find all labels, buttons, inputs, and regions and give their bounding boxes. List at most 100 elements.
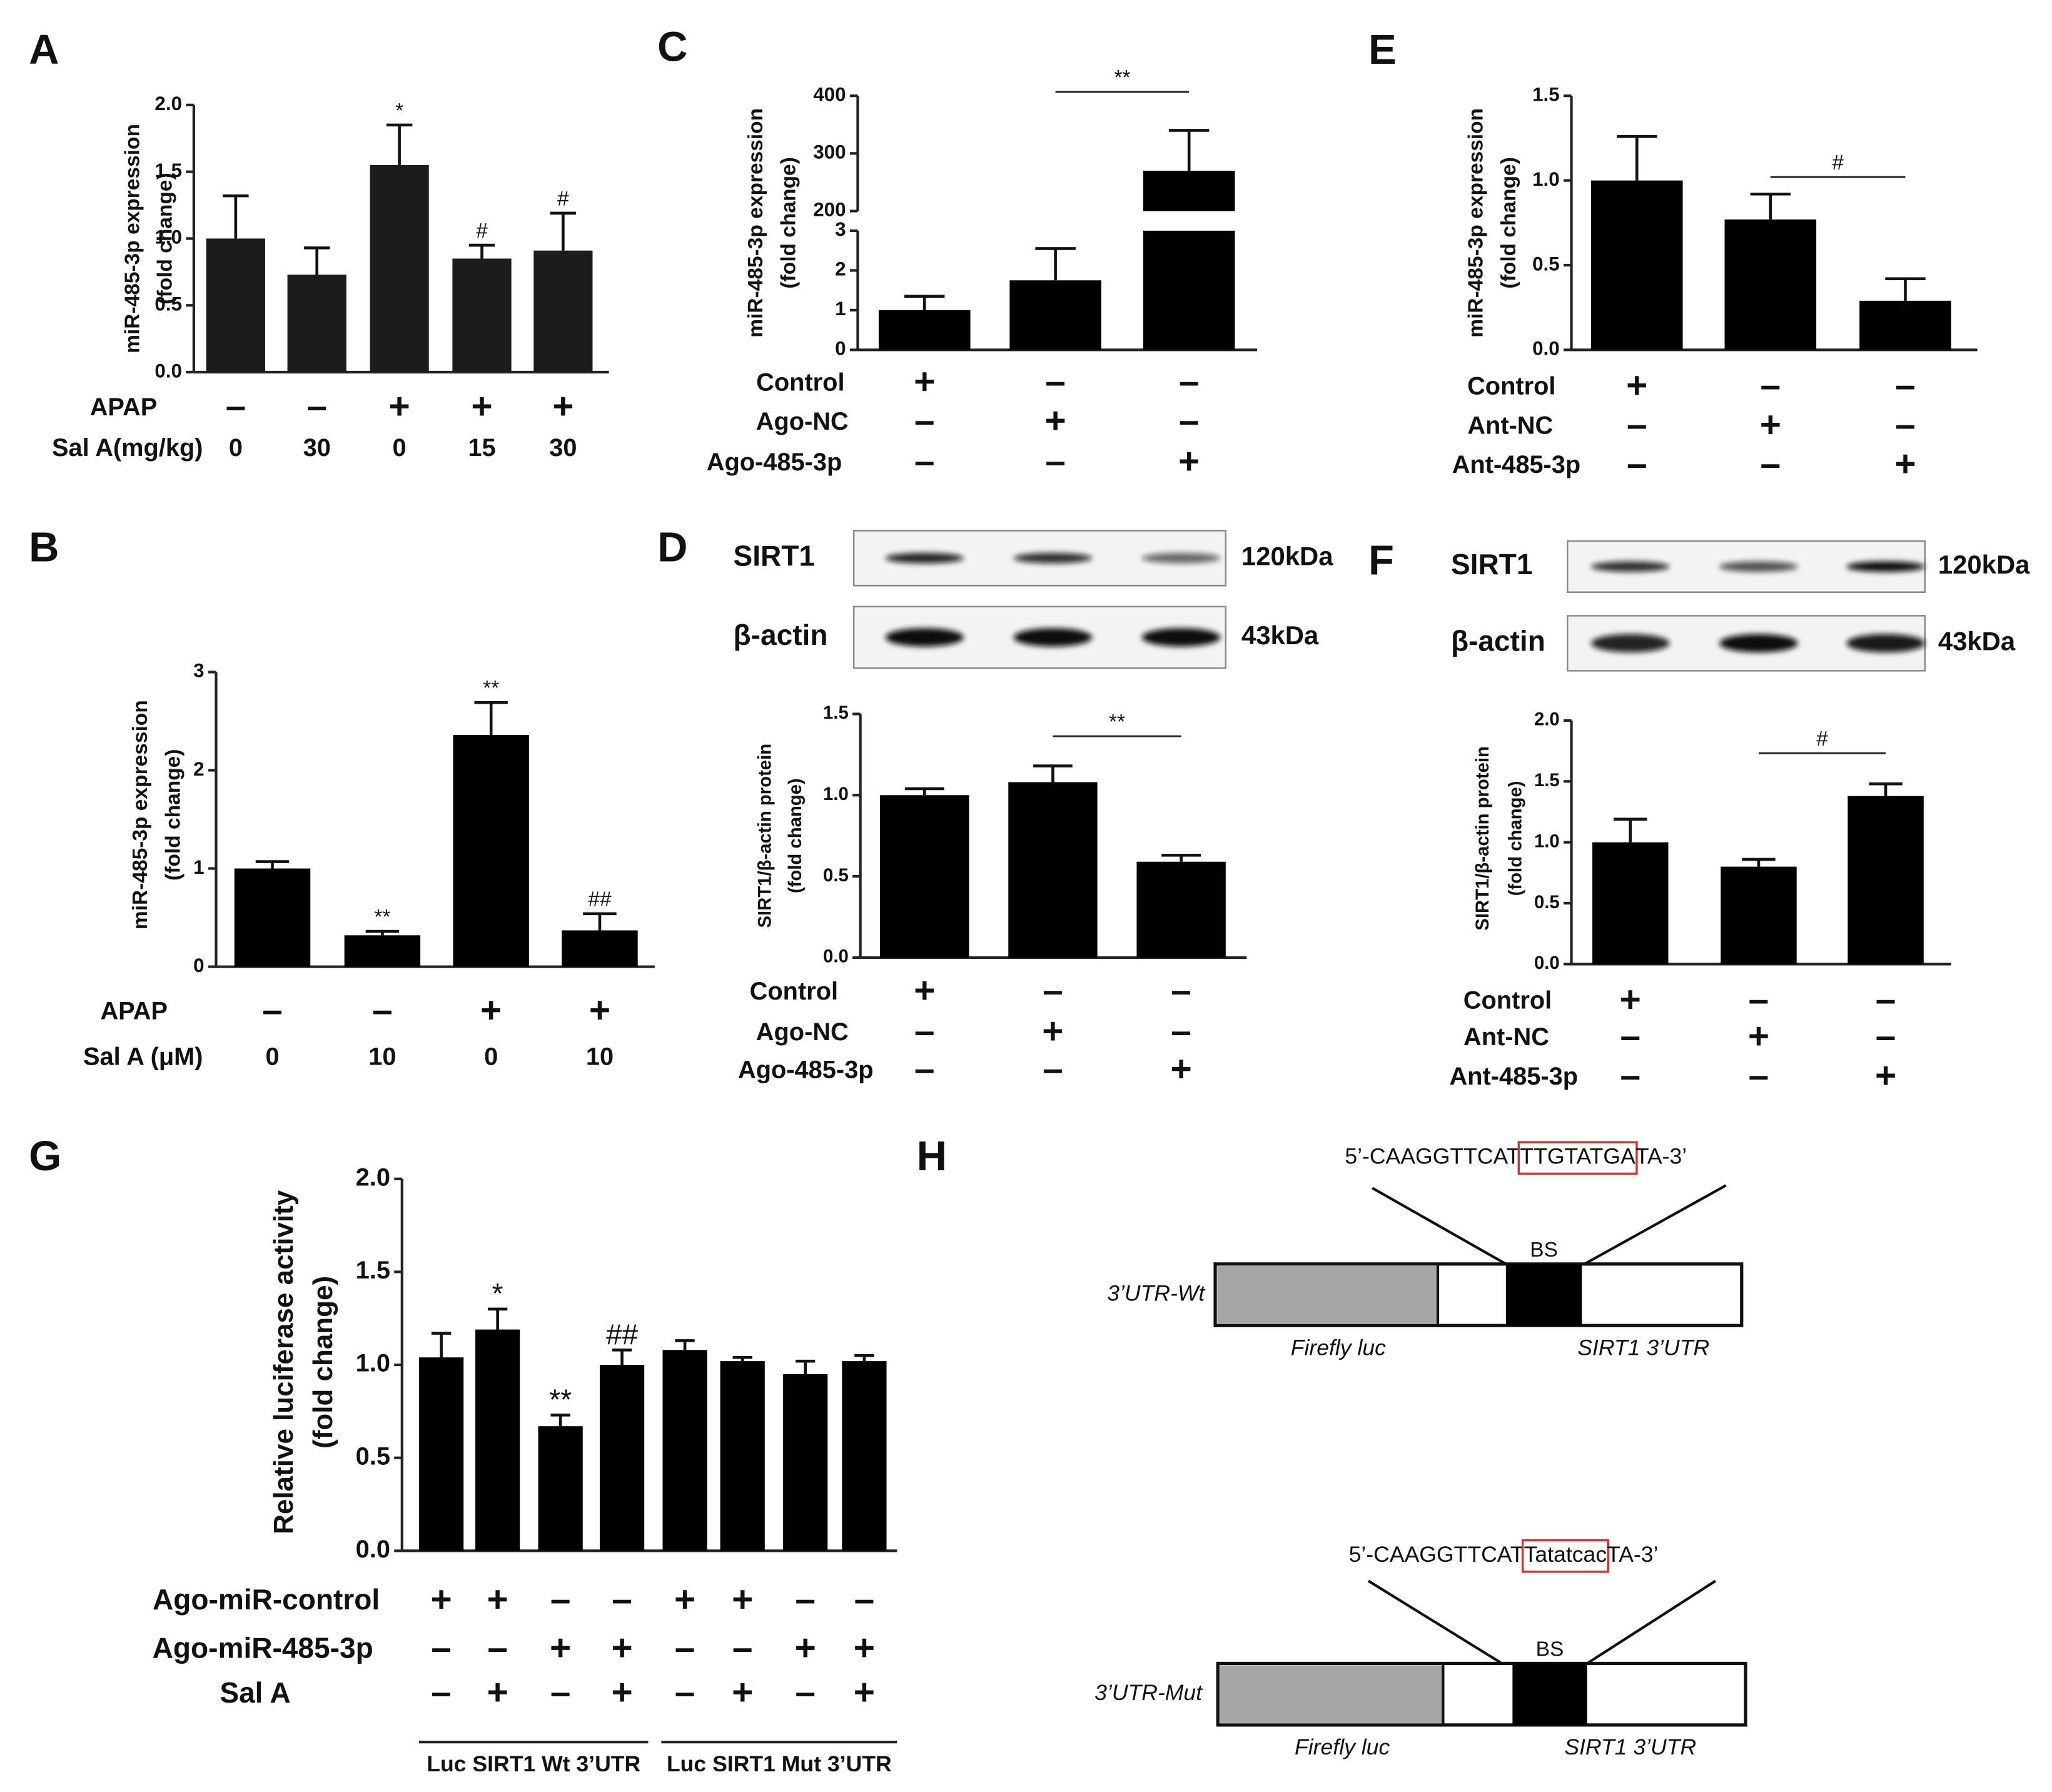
construct-name: 3’UTR-Mut: [1094, 1680, 1203, 1705]
bar: [287, 275, 346, 372]
blot-size: 120kDa: [1241, 541, 1333, 570]
significance-label: **: [483, 677, 499, 700]
y-tick-label: 1.5: [1532, 83, 1560, 105]
condition-value: –: [1171, 970, 1191, 1011]
condition-value: +: [795, 1627, 816, 1668]
condition-value: –: [1179, 361, 1200, 402]
significance-label: ##: [606, 1319, 639, 1351]
error-bar: [612, 1348, 632, 1365]
bar: [878, 310, 971, 350]
region-label: Firefly luc: [1291, 1335, 1386, 1360]
condition-value: –: [431, 1672, 452, 1713]
blot-label: β-actin: [1451, 625, 1545, 657]
error-bar: [854, 1354, 874, 1362]
y-tick-label: 0: [835, 338, 846, 360]
condition-value: –: [1627, 443, 1647, 484]
condition-value: –: [732, 1627, 753, 1668]
condition-value: +: [1170, 1049, 1191, 1090]
bar: [1590, 180, 1683, 350]
error-bar: [1614, 818, 1647, 843]
site-box: [1517, 1141, 1638, 1175]
error-bar: [255, 860, 290, 869]
binding-site: [1512, 1663, 1587, 1725]
error-bar: [1161, 854, 1201, 862]
y-tick-label: 0.0: [1532, 338, 1560, 360]
significance-label: *: [395, 99, 403, 123]
significance-label: #: [1832, 151, 1844, 175]
condition-value: +: [388, 386, 410, 427]
condition-value: –: [372, 990, 393, 1030]
y-tick-label: 300: [813, 141, 846, 163]
site-box: [1521, 1539, 1609, 1573]
y-tick-label: 2.0: [154, 93, 182, 114]
y-axis-label: (fold change): [1505, 781, 1525, 896]
condition-label: Ant-485-3p: [1452, 451, 1581, 478]
y-tick-label: 1.0: [154, 226, 182, 248]
y-tick-label: 0.5: [1532, 253, 1560, 275]
blot-band: [1590, 634, 1670, 653]
region-label: SIRT1 3’UTR: [1564, 1734, 1696, 1759]
condition-value: +: [1178, 441, 1200, 482]
condition-label: Control: [756, 368, 844, 396]
condition-value: +: [1620, 980, 1641, 1020]
condition-value: –: [1895, 404, 1916, 445]
panel-letter: A: [29, 26, 59, 73]
condition-value: –: [550, 1672, 571, 1713]
sequence: 5’-CAAGGTTCAT: [1349, 1542, 1524, 1567]
y-tick-label: 1: [193, 856, 204, 878]
y-tick-label: 1.5: [823, 702, 849, 723]
y-tick-label: 0.0: [823, 946, 849, 967]
sequence: 5’-CAAGGTTCAT: [1345, 1144, 1520, 1169]
bar: [453, 734, 529, 967]
significance-label: **: [1114, 66, 1130, 89]
blot-label: β-actin: [734, 619, 828, 651]
y-axis-label: (fold change): [1497, 157, 1520, 288]
condition-value: –: [612, 1579, 632, 1620]
significance-label: *: [492, 1277, 503, 1310]
bar: [419, 1357, 464, 1551]
y-tick-label: 2: [193, 758, 204, 780]
bar: [1008, 782, 1098, 958]
condition-value: –: [1171, 1011, 1191, 1051]
bar: [1143, 230, 1235, 350]
condition-label: Ant-NC: [1463, 1023, 1549, 1051]
significance-label: #: [476, 220, 488, 243]
bar: [880, 795, 969, 958]
condition-value: –: [1627, 404, 1647, 445]
condition-value: +: [552, 386, 574, 427]
bar-upper: [1143, 170, 1235, 211]
error-bar: [487, 1307, 508, 1330]
panel-letter: D: [657, 524, 687, 570]
bar: [206, 238, 265, 372]
y-axis-label: (fold change): [785, 778, 806, 893]
condition-value: –: [1749, 980, 1769, 1020]
condition-value: –: [226, 386, 246, 427]
blot-band: [1013, 628, 1093, 647]
site-label: BS: [1530, 1238, 1558, 1262]
panel-letter: C: [657, 24, 687, 71]
bar: [370, 165, 429, 372]
condition-value: 0: [265, 1043, 279, 1071]
condition-value: –: [1045, 441, 1066, 482]
error-bar: [904, 787, 944, 796]
blot-band: [1846, 634, 1925, 653]
condition-value: +: [1894, 443, 1916, 484]
panel-letter: E: [1368, 26, 1397, 73]
significance-label: ##: [588, 888, 612, 911]
binding-site: [1505, 1263, 1582, 1326]
condition-value: –: [914, 1049, 935, 1090]
site-label: BS: [1536, 1638, 1564, 1661]
y-tick-label: 0.5: [823, 865, 849, 886]
bar: [720, 1361, 765, 1551]
condition-label: Sal A: [220, 1676, 290, 1709]
y-tick-label: 400: [813, 83, 846, 105]
bar: [344, 935, 421, 967]
bar: [234, 868, 311, 967]
error-bar: [732, 1355, 752, 1362]
significance-label: **: [374, 906, 390, 929]
sequence: TA-3’: [1635, 1144, 1687, 1169]
condition-label: APAP: [100, 997, 168, 1025]
condition-value: 15: [468, 434, 495, 462]
y-tick-label: 200: [813, 199, 846, 221]
error-bar: [1617, 134, 1657, 181]
